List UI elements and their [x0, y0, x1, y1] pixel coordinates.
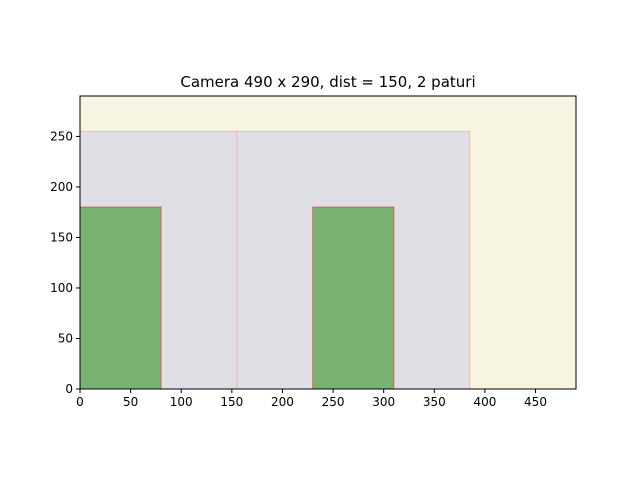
- axes-frame: [79, 95, 577, 390]
- x-axis: 0 50 100 150 200 250 300 350 400 450: [76, 389, 547, 409]
- bed-rect-2: [312, 206, 395, 390]
- y-axis: 0 50 100 150 200 250: [50, 129, 80, 396]
- y-tick-label: 200: [50, 180, 73, 194]
- y-tick-label: 100: [50, 281, 73, 295]
- x-tick-label: 250: [322, 395, 345, 409]
- x-tick-label: 200: [271, 395, 294, 409]
- x-tick-label: 450: [524, 395, 547, 409]
- y-tick-label: 250: [50, 129, 73, 143]
- y-tick-label: 0: [65, 382, 73, 396]
- x-tick-label: 300: [372, 395, 395, 409]
- x-tick-label: 0: [76, 395, 84, 409]
- x-tick-label: 50: [123, 395, 138, 409]
- y-tick-label: 50: [58, 331, 73, 345]
- x-tick-label: 350: [423, 395, 446, 409]
- x-tick-label: 100: [170, 395, 193, 409]
- x-tick-label: 150: [220, 395, 243, 409]
- bed-rect-1: [79, 206, 162, 390]
- y-tick-label: 150: [50, 230, 73, 244]
- chart-title: Camera 490 x 290, dist = 150, 2 paturi: [180, 73, 475, 91]
- plot-area: [79, 96, 576, 390]
- x-tick-label: 400: [473, 395, 496, 409]
